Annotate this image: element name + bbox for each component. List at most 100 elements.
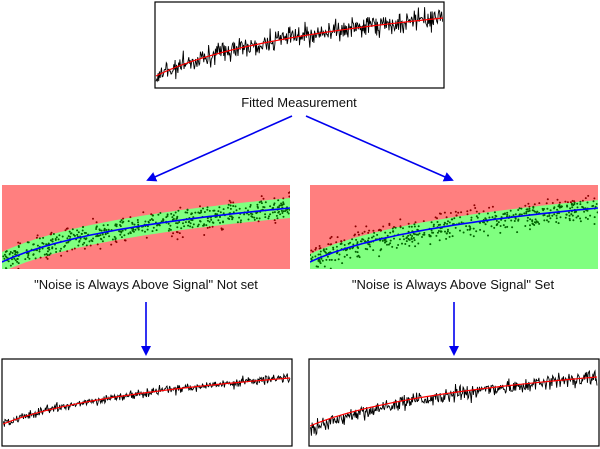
noise-point (439, 230, 442, 233)
noise-point (443, 223, 446, 226)
noise-point (46, 257, 49, 260)
noise-point (484, 223, 487, 226)
noise-point (59, 250, 62, 252)
noise-point (445, 237, 448, 240)
noise-point (448, 235, 451, 238)
noise-point (210, 218, 213, 221)
noise-point (311, 250, 314, 253)
noise-point (170, 212, 173, 215)
noise-point (276, 217, 279, 220)
noise-point (393, 237, 395, 240)
noise-point (192, 223, 195, 226)
noise-point (203, 211, 206, 213)
noise-point (102, 224, 105, 227)
noise-point (202, 224, 205, 227)
noise-point (190, 212, 193, 215)
noise-point (553, 206, 556, 209)
noise-point (175, 217, 178, 220)
noise-point (359, 240, 362, 243)
noise-point (205, 224, 208, 227)
noise-point (317, 253, 320, 256)
noise-point (432, 223, 435, 226)
noise-point (105, 229, 108, 231)
noise-point (122, 217, 125, 220)
noise-point (528, 205, 531, 208)
noise-point (271, 211, 274, 214)
noise-point (565, 213, 568, 216)
noise-point (593, 216, 596, 219)
noise-point (267, 217, 270, 220)
noise-point (181, 236, 184, 239)
noise-point (584, 216, 587, 219)
fit-line (3, 377, 291, 425)
noise-point (465, 225, 468, 228)
noise-point (402, 227, 404, 230)
noise-point (41, 242, 44, 244)
noise-point (470, 216, 473, 219)
noise-point (14, 250, 17, 252)
noise-point (36, 234, 39, 237)
noise-point (145, 236, 148, 239)
noise-point (459, 216, 462, 219)
noise-point (322, 248, 325, 251)
noise-point (16, 258, 19, 260)
noise-point (278, 204, 281, 207)
noise-point (120, 219, 123, 222)
noise-point (8, 252, 11, 255)
noise-point (504, 226, 507, 229)
noise-point (377, 229, 380, 232)
noise-point (47, 242, 50, 245)
noise-point (410, 237, 413, 240)
noise-point (533, 203, 536, 206)
noise-point (414, 221, 417, 224)
noise-point (319, 250, 322, 253)
noise-point (499, 225, 502, 227)
noise-point (49, 252, 52, 255)
noise-point (314, 255, 317, 258)
noise-point (176, 215, 179, 218)
noise-point (358, 256, 361, 259)
noise-point (180, 227, 183, 230)
noise-point (240, 219, 242, 222)
noise-point (568, 214, 571, 217)
noise-point (269, 213, 272, 216)
label-set: "Noise is Always Above Signal" Set (352, 277, 555, 292)
noise-point (357, 233, 360, 236)
noise-point (51, 246, 54, 249)
noise-point (92, 217, 94, 220)
noise-point (186, 209, 189, 211)
noise-point (66, 227, 69, 230)
noise-point (285, 209, 288, 211)
noise-point (219, 211, 222, 214)
noise-point (517, 209, 520, 211)
noise-point (222, 220, 224, 223)
noise-point (60, 247, 62, 250)
noise-point (99, 234, 102, 237)
noise-point (366, 248, 369, 251)
noise-point (11, 258, 13, 261)
noise-point (518, 207, 521, 210)
noise-point (332, 248, 335, 251)
noise-point (251, 216, 254, 218)
noise-point (95, 226, 98, 229)
noise-point (188, 220, 191, 223)
noise-point (212, 221, 215, 224)
noise-point (280, 209, 283, 212)
noise-point (232, 205, 235, 207)
noise-point (531, 219, 534, 222)
noise-point (146, 228, 149, 231)
noise-point (103, 236, 105, 239)
noise-point (162, 218, 165, 221)
noise-point (311, 256, 314, 259)
noise-point (445, 232, 448, 235)
noise-point (417, 233, 420, 236)
noise-point (260, 200, 263, 203)
noise-point (553, 213, 556, 216)
noise-point (511, 226, 514, 229)
noise-point (129, 216, 132, 219)
noise-point (172, 232, 175, 235)
noise-point (411, 240, 414, 243)
noise-point (367, 231, 370, 234)
noise-point (592, 200, 595, 203)
noise-point (249, 205, 252, 208)
